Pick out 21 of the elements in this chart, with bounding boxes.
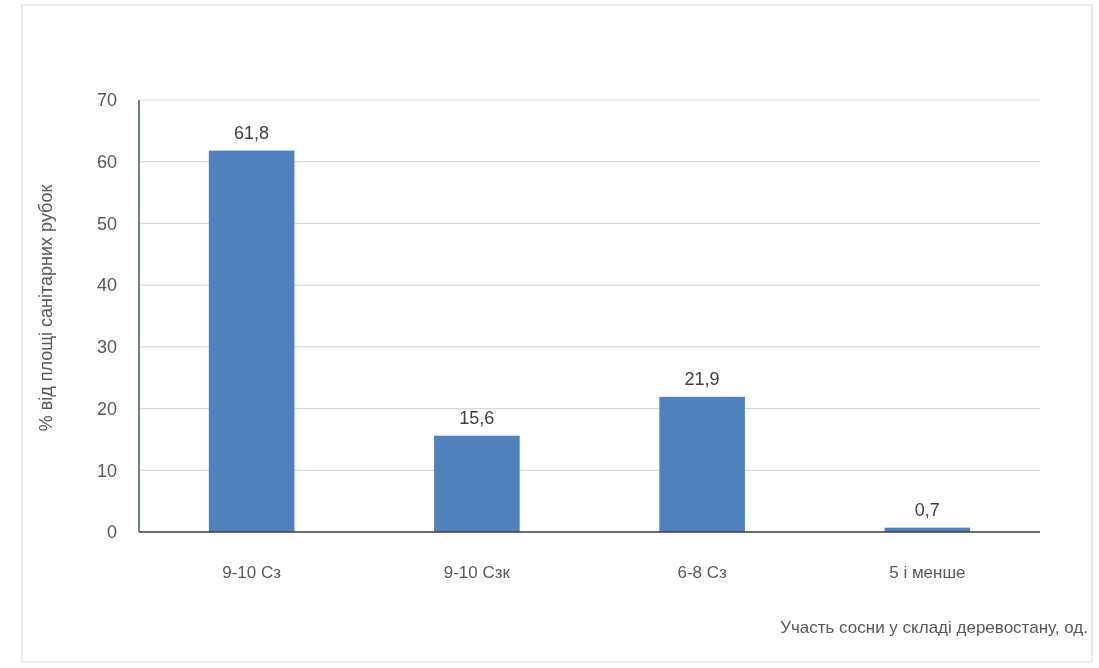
x-tick-label: 9-10 Сзк (443, 563, 511, 582)
bar (659, 396, 745, 532)
y-tick-label: 10 (96, 460, 117, 481)
y-tick-label: 40 (96, 275, 117, 296)
x-tick-label: 6-8 Сз (677, 563, 728, 582)
bar (434, 435, 520, 532)
data-label: 21,9 (684, 368, 720, 389)
data-label: 61,8 (234, 122, 270, 143)
x-tick-label: 9-10 Сз (222, 563, 282, 582)
data-label: 15,6 (459, 407, 495, 428)
y-tick-label: 60 (96, 152, 117, 173)
x-tick-label: 5 і менше (889, 563, 966, 582)
y-tick-label: 50 (96, 213, 117, 234)
y-axis-title: % від площі санітарних рубок (36, 184, 56, 432)
y-tick-label: 70 (96, 90, 117, 111)
bar (208, 150, 295, 532)
y-tick-label: 30 (96, 337, 117, 358)
x-axis-title: Участь сосни у складі деревостану, од. (780, 618, 1088, 637)
data-label: 0,7 (914, 499, 940, 520)
y-tick-label: 20 (96, 398, 117, 419)
y-tick-label: 0 (106, 522, 117, 543)
